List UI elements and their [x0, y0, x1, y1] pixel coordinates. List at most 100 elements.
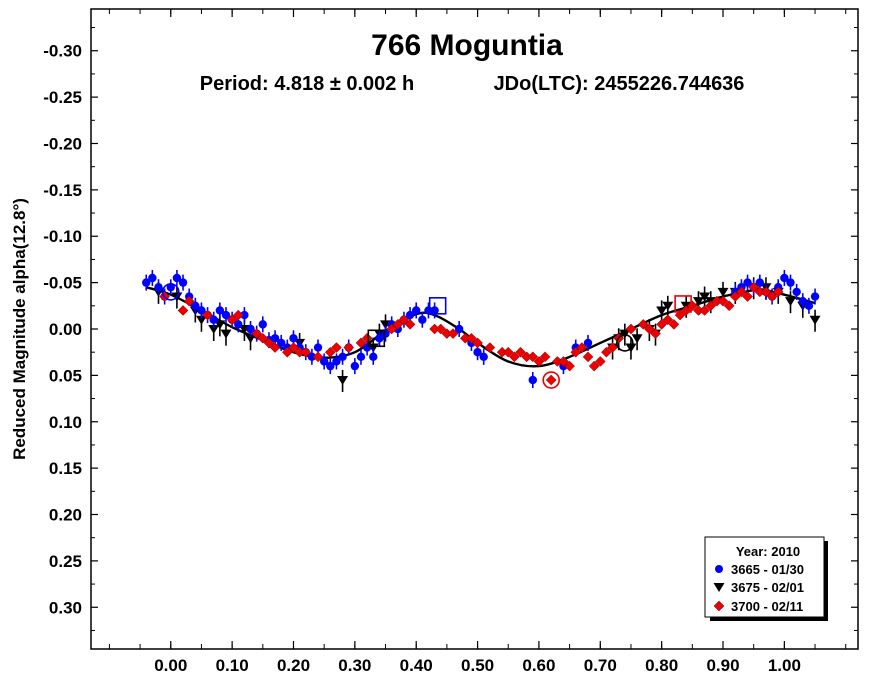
- data-marks: [142, 269, 821, 393]
- data-point-3700: [435, 323, 447, 335]
- y-tick-label: -0.05: [43, 274, 82, 293]
- data-point-3700: [515, 346, 526, 358]
- data-point-3665: [454, 324, 464, 334]
- data-point-3665: [197, 306, 206, 315]
- data-point-3665: [804, 301, 814, 311]
- data-point-3700: [343, 342, 355, 353]
- y-tick-label: 0.00: [49, 320, 82, 339]
- y-tick-label: 0.25: [49, 552, 82, 571]
- data-point-3665: [786, 278, 795, 287]
- data-point-3700: [588, 360, 600, 372]
- epoch-subtitle: JDo(LTC): 2455226.744636: [494, 73, 745, 95]
- data-point-3665: [375, 334, 384, 343]
- data-point-3675: [699, 292, 711, 302]
- data-point-3675: [214, 320, 226, 330]
- data-point-3700: [527, 351, 539, 363]
- data-point-3700: [533, 356, 545, 367]
- legend-marker-diamond: [713, 600, 725, 612]
- x-tick-label: 0.60: [522, 656, 555, 675]
- y-tick-label: -0.15: [43, 181, 82, 200]
- data-point-3700: [723, 300, 735, 312]
- y-tick-label: -0.10: [43, 227, 82, 246]
- legend-entry-2: 3675 - 02/01: [731, 580, 804, 595]
- y-axis-label: Reduced Magnitude alpha(12.8°): [10, 198, 29, 460]
- highlight-marks: [161, 283, 692, 389]
- y-tick-label: 0.05: [49, 366, 82, 385]
- data-point-3700: [668, 319, 680, 330]
- data-point-3700: [398, 314, 410, 326]
- axes: -0.30 -0.25 -0.20 -0.15 -0.10 -0.05 0.00 0.05 0.…: [43, 9, 858, 675]
- legend-entry-3: 3700 - 02/11: [731, 599, 803, 614]
- data-point-3700: [466, 332, 477, 344]
- data-point-3665: [583, 338, 593, 348]
- data-point-3665: [154, 283, 163, 292]
- data-point-3700: [361, 332, 373, 344]
- data-point-3700: [760, 286, 772, 298]
- data-point-3665: [424, 306, 433, 315]
- data-point-3665: [479, 352, 488, 362]
- data-point-3665: [277, 338, 286, 348]
- data-point-3665: [166, 283, 175, 292]
- data-point-3700: [404, 319, 416, 330]
- data-point-3700: [637, 319, 649, 330]
- data-point-3665: [313, 343, 323, 352]
- data-point-3700: [656, 319, 668, 330]
- data-point-3665: [743, 278, 752, 287]
- data-point-3675: [656, 306, 668, 316]
- data-point-3700: [502, 346, 514, 358]
- data-point-3700: [177, 305, 189, 316]
- data-point-3700: [545, 374, 557, 386]
- data-point-3700: [355, 337, 367, 349]
- data-point-3675: [692, 297, 704, 307]
- data-point-3700: [472, 337, 483, 349]
- data-point-3665: [362, 343, 372, 352]
- data-point-3700: [662, 314, 674, 326]
- data-point-3665: [369, 352, 378, 362]
- data-point-3700: [644, 323, 655, 335]
- highlight-square-marker: [428, 297, 447, 315]
- data-point-3700: [202, 309, 213, 321]
- data-point-3700: [183, 295, 195, 307]
- data-point-3675: [220, 329, 232, 339]
- data-point-3700: [331, 342, 342, 353]
- data-point-3700: [324, 346, 336, 358]
- data-point-3700: [539, 351, 551, 363]
- data-point-3700: [729, 291, 741, 302]
- data-point-3700: [300, 346, 312, 358]
- data-point-3700: [772, 286, 784, 298]
- data-point-3700: [736, 286, 747, 298]
- data-point-3665: [381, 329, 390, 338]
- data-point-3665: [798, 296, 807, 306]
- highlight-square-marker: [674, 295, 692, 313]
- data-point-3700: [564, 360, 575, 372]
- data-point-3675: [717, 287, 729, 297]
- data-point-3700: [582, 351, 594, 363]
- period-subtitle: Period: 4.818 ± 0.002 h: [200, 73, 414, 95]
- data-point-3700: [232, 309, 244, 321]
- data-point-3675: [337, 376, 349, 386]
- highlight-circle-marker: [161, 283, 180, 301]
- data-point-3700: [705, 300, 717, 312]
- data-point-3700: [251, 328, 263, 339]
- data-point-3665: [326, 361, 335, 371]
- legend-marker-circle: [715, 565, 723, 573]
- data-point-3700: [281, 346, 293, 358]
- data-point-3665: [215, 306, 225, 315]
- data-point-3665: [755, 278, 765, 287]
- data-point-3665: [792, 287, 801, 297]
- x-tick-label: 0.90: [706, 656, 739, 675]
- x-tick-label: 0.20: [277, 656, 310, 675]
- x-tick-label: 1.00: [768, 656, 801, 675]
- data-point-3700: [742, 291, 753, 302]
- data-point-3665: [240, 310, 249, 320]
- data-point-3665: [221, 310, 231, 320]
- x-tick-label: 0.80: [645, 656, 678, 675]
- data-point-3700: [601, 346, 612, 358]
- data-point-3700: [570, 346, 582, 358]
- data-point-3700: [686, 300, 698, 312]
- data-point-3700: [680, 305, 692, 316]
- data-point-3665: [234, 320, 243, 329]
- data-point-3665: [209, 315, 218, 324]
- x-tick-label: 0.30: [338, 656, 371, 675]
